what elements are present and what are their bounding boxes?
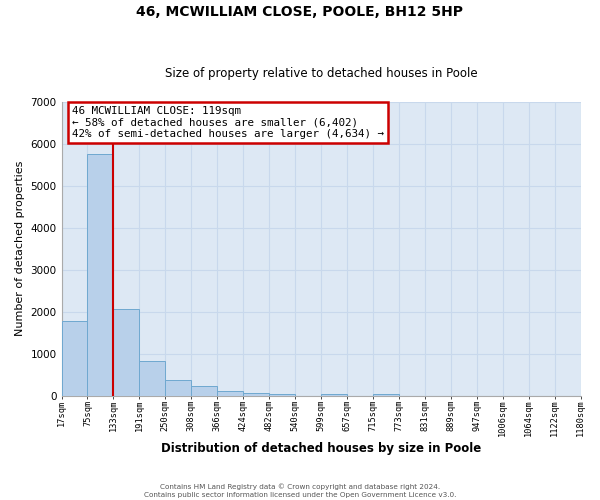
Bar bbox=[243, 393, 269, 396]
Text: Contains HM Land Registry data © Crown copyright and database right 2024.
Contai: Contains HM Land Registry data © Crown c… bbox=[144, 484, 456, 498]
Y-axis label: Number of detached properties: Number of detached properties bbox=[15, 161, 25, 336]
Text: 46, MCWILLIAM CLOSE, POOLE, BH12 5HP: 46, MCWILLIAM CLOSE, POOLE, BH12 5HP bbox=[137, 5, 464, 19]
Bar bbox=[191, 386, 217, 396]
X-axis label: Distribution of detached houses by size in Poole: Distribution of detached houses by size … bbox=[161, 442, 481, 455]
Bar bbox=[321, 394, 347, 396]
Bar bbox=[113, 310, 139, 396]
Bar bbox=[139, 361, 166, 396]
Bar bbox=[269, 394, 295, 396]
Title: Size of property relative to detached houses in Poole: Size of property relative to detached ho… bbox=[165, 66, 478, 80]
Bar bbox=[166, 380, 191, 396]
Text: 46 MCWILLIAM CLOSE: 119sqm
← 58% of detached houses are smaller (6,402)
42% of s: 46 MCWILLIAM CLOSE: 119sqm ← 58% of deta… bbox=[72, 106, 384, 139]
Bar bbox=[373, 394, 399, 396]
Bar bbox=[62, 321, 88, 396]
Bar bbox=[217, 391, 243, 396]
Bar bbox=[88, 154, 113, 396]
